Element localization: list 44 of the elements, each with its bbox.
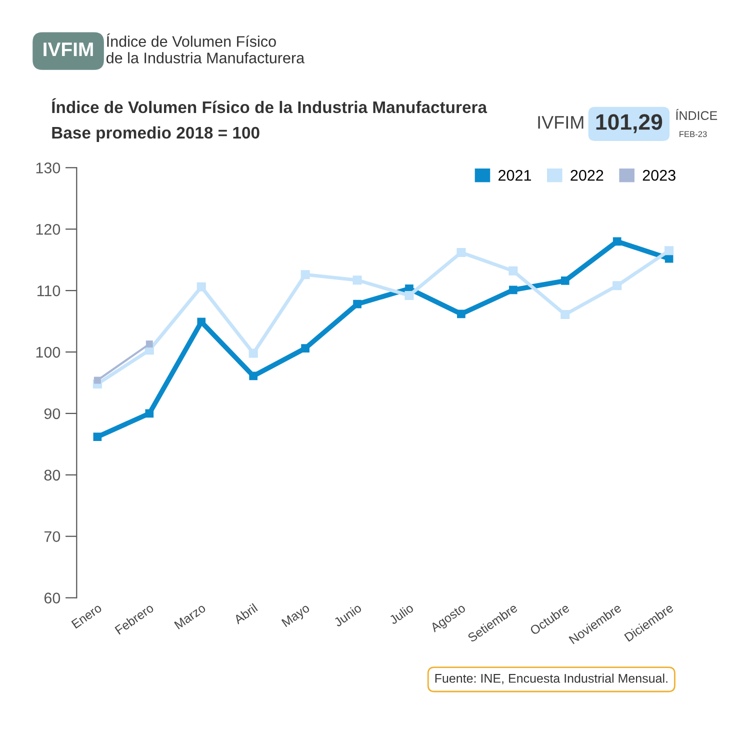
text: FEB-23 xyxy=(680,131,707,138)
legend-label: 2022 xyxy=(570,170,604,181)
text: IVFIM xyxy=(538,116,584,129)
point xyxy=(352,276,362,285)
y-tick-label: 100 xyxy=(36,346,60,358)
y-tick-label: 70 xyxy=(44,531,60,542)
x-tick-label: Julio xyxy=(388,602,414,625)
point xyxy=(353,300,362,308)
point xyxy=(664,254,674,263)
y-tick-label: 130 xyxy=(36,162,60,174)
point xyxy=(457,310,466,318)
legend-label: 2023 xyxy=(642,170,676,181)
y-tick-label: 60 xyxy=(44,592,60,604)
point xyxy=(612,281,622,290)
point xyxy=(248,348,258,358)
point xyxy=(249,372,258,380)
chart-title: Índice de Volumen Físico de la Industria Manufacturera xyxy=(52,98,488,114)
text: IVFIM xyxy=(44,42,93,56)
point xyxy=(145,409,154,418)
point xyxy=(509,286,518,294)
point xyxy=(612,237,622,246)
point xyxy=(300,270,310,280)
x-tick-label: Junio xyxy=(332,602,362,628)
text: Índice de Volumen Físico de la Industria Manufacturera xyxy=(106,34,305,64)
point xyxy=(560,276,570,285)
point xyxy=(664,246,674,256)
text: ÍNDICE xyxy=(676,109,718,120)
legend-label: 2021 xyxy=(498,170,531,181)
source-note: Fuente: INE, Encuesta Industrial Mensual. xyxy=(435,674,668,684)
point xyxy=(196,282,206,292)
y-tick-label: 90 xyxy=(44,408,60,420)
point xyxy=(456,248,466,257)
point xyxy=(94,376,101,384)
point xyxy=(93,432,102,441)
y-tick-label: 110 xyxy=(37,285,60,296)
point xyxy=(404,290,414,300)
text: 101,29 xyxy=(596,114,662,134)
y-tick-label: 80 xyxy=(44,470,60,481)
y-tick-label: 120 xyxy=(36,224,60,235)
chart-subtitle: Base promedio 2018 = 100 xyxy=(52,126,260,142)
point xyxy=(146,340,153,348)
point xyxy=(508,266,518,276)
point xyxy=(560,310,570,320)
point xyxy=(301,344,310,352)
